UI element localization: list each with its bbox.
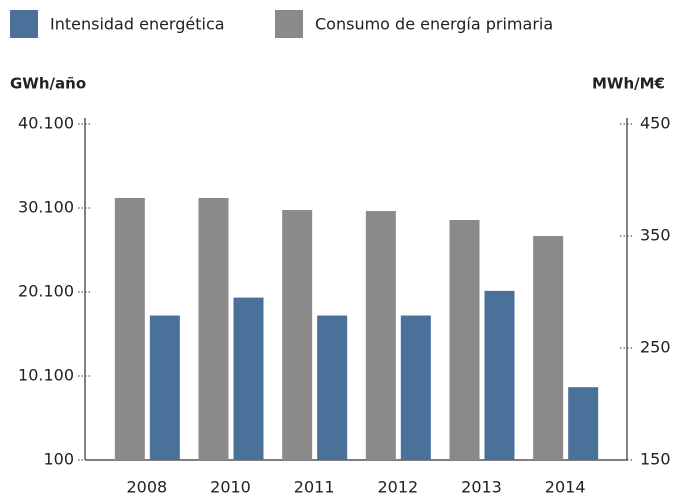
y-tick-label: 20.100	[18, 282, 74, 301]
bar	[114, 198, 145, 460]
y-axis-title: GWh/año	[10, 75, 86, 93]
y-tick-label: 100	[43, 450, 74, 469]
y2-tick-label: 350	[640, 226, 671, 245]
y2-tick-label: 450	[640, 114, 671, 133]
bar	[449, 220, 480, 460]
y2-tick-label: 150	[640, 450, 671, 469]
y-tick-label: 40.100	[18, 114, 74, 133]
x-tick-label: 2008	[126, 478, 167, 496]
x-tick-label: 2014	[545, 478, 586, 496]
bar	[484, 290, 515, 460]
bar	[365, 211, 396, 460]
bar	[149, 315, 180, 460]
bar	[317, 315, 348, 460]
legend-label: Intensidad energética	[50, 15, 225, 34]
x-tick-label: 2010	[210, 478, 251, 496]
bar	[233, 297, 264, 460]
bar	[568, 387, 599, 460]
y-tick-label: 30.100	[18, 198, 74, 217]
y2-tick-label: 250	[640, 338, 671, 357]
bar	[282, 210, 313, 460]
legend-swatch	[275, 10, 303, 38]
bar	[533, 235, 564, 460]
x-tick-label: 2012	[377, 478, 418, 496]
x-tick-label: 2011	[294, 478, 335, 496]
bar	[400, 315, 431, 460]
y2-axis-title: MWh/M€	[592, 75, 665, 93]
bar	[198, 198, 229, 460]
legend-label: Consumo de energía primaria	[315, 15, 553, 34]
y-tick-label: 10.100	[18, 366, 74, 385]
x-tick-label: 2013	[461, 478, 502, 496]
legend-swatch	[10, 10, 38, 38]
